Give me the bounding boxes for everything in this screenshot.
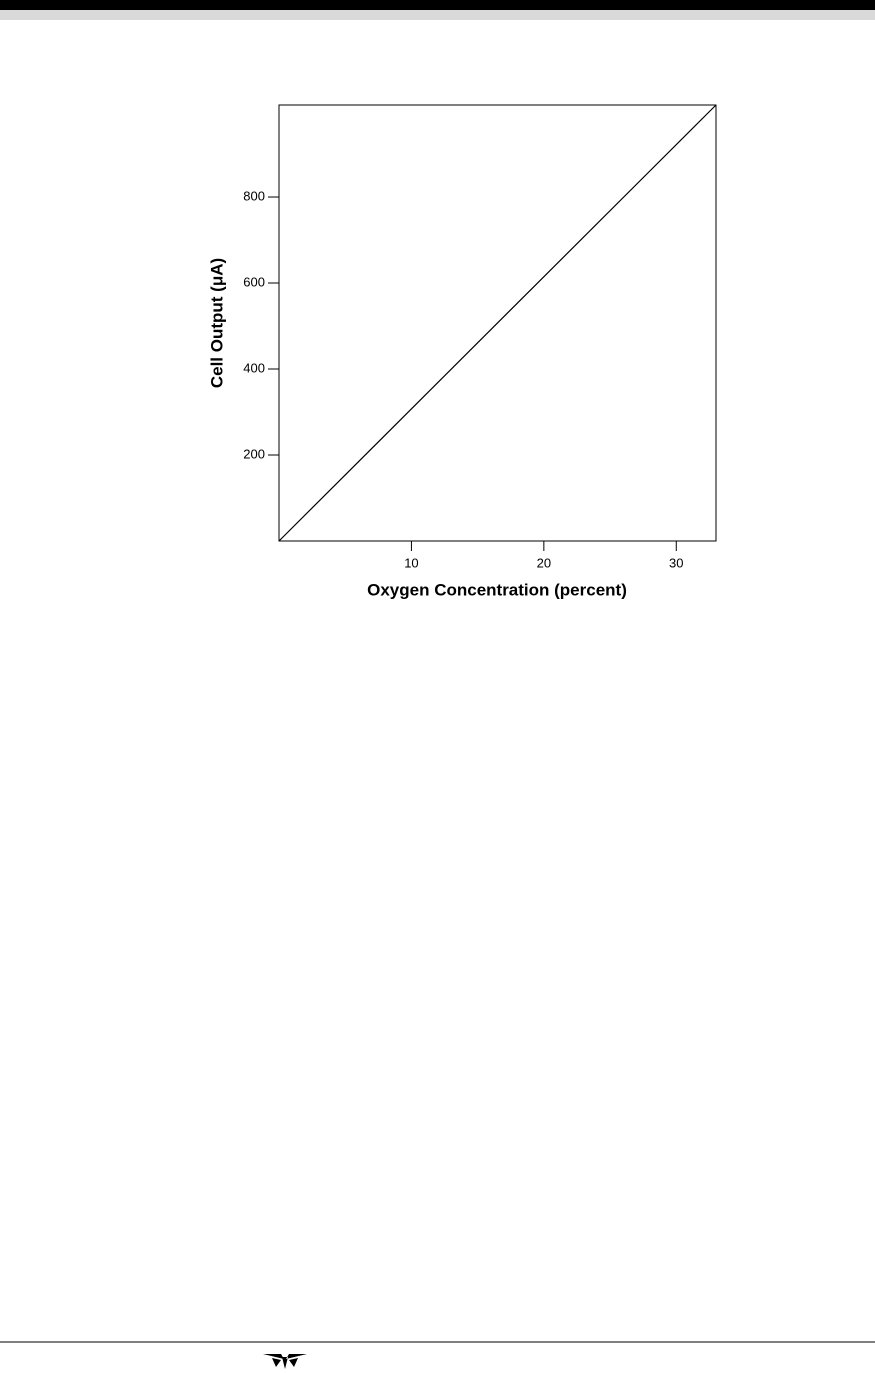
header-band [0, 10, 875, 20]
y-tick-label: 400 [243, 360, 265, 375]
y-axis-title: Cell Output (μA) [207, 258, 226, 388]
x-tick-label: 20 [537, 555, 551, 570]
plot-frame [278, 104, 717, 542]
y-tick-label: 600 [243, 274, 265, 289]
x-tick-label: 30 [669, 555, 683, 570]
x-axis-title: Oxygen Concentration (percent) [367, 580, 627, 599]
header-bar [0, 0, 875, 10]
logo [263, 1354, 307, 1369]
x-tick-label: 10 [404, 555, 418, 570]
data-line [278, 104, 717, 542]
y-tick-label: 200 [243, 446, 265, 461]
y-tick-label: 800 [243, 188, 265, 203]
